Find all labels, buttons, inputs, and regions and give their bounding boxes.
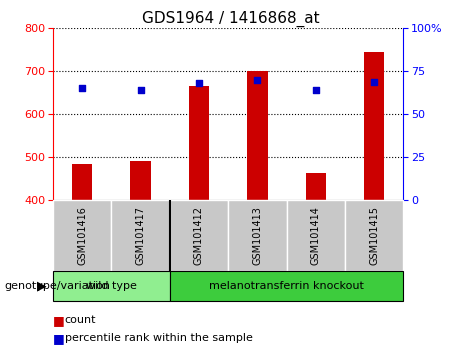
Bar	[247, 71, 267, 200]
Text: GSM101415: GSM101415	[369, 206, 379, 265]
Text: GSM101414: GSM101414	[311, 206, 321, 265]
Point	[78, 86, 86, 91]
Text: ■: ■	[53, 332, 65, 344]
Text: GSM101413: GSM101413	[252, 206, 262, 265]
Text: wild type: wild type	[86, 281, 137, 291]
Bar	[364, 52, 384, 200]
Text: GSM101417: GSM101417	[136, 206, 146, 265]
Text: percentile rank within the sample: percentile rank within the sample	[65, 333, 253, 343]
Text: count: count	[65, 315, 96, 325]
Point	[371, 79, 378, 84]
Point	[137, 87, 144, 93]
Bar	[170, 200, 228, 271]
Text: ▶: ▶	[36, 279, 46, 292]
Bar	[72, 164, 92, 200]
Bar	[228, 200, 287, 271]
Bar	[53, 271, 170, 301]
Bar	[287, 200, 345, 271]
Bar	[53, 200, 112, 271]
Point	[195, 80, 203, 86]
Bar	[306, 173, 326, 200]
Text: GSM101416: GSM101416	[77, 206, 87, 265]
Text: ■: ■	[53, 314, 65, 327]
Text: melanotransferrin knockout: melanotransferrin knockout	[209, 281, 364, 291]
Text: GDS1964 / 1416868_at: GDS1964 / 1416868_at	[142, 11, 319, 27]
Bar	[112, 200, 170, 271]
Text: GSM101412: GSM101412	[194, 206, 204, 265]
Bar	[189, 86, 209, 200]
Bar	[345, 200, 403, 271]
Bar	[170, 271, 403, 301]
Text: genotype/variation: genotype/variation	[5, 281, 111, 291]
Point	[312, 87, 319, 93]
Bar	[130, 161, 151, 200]
Point	[254, 77, 261, 83]
